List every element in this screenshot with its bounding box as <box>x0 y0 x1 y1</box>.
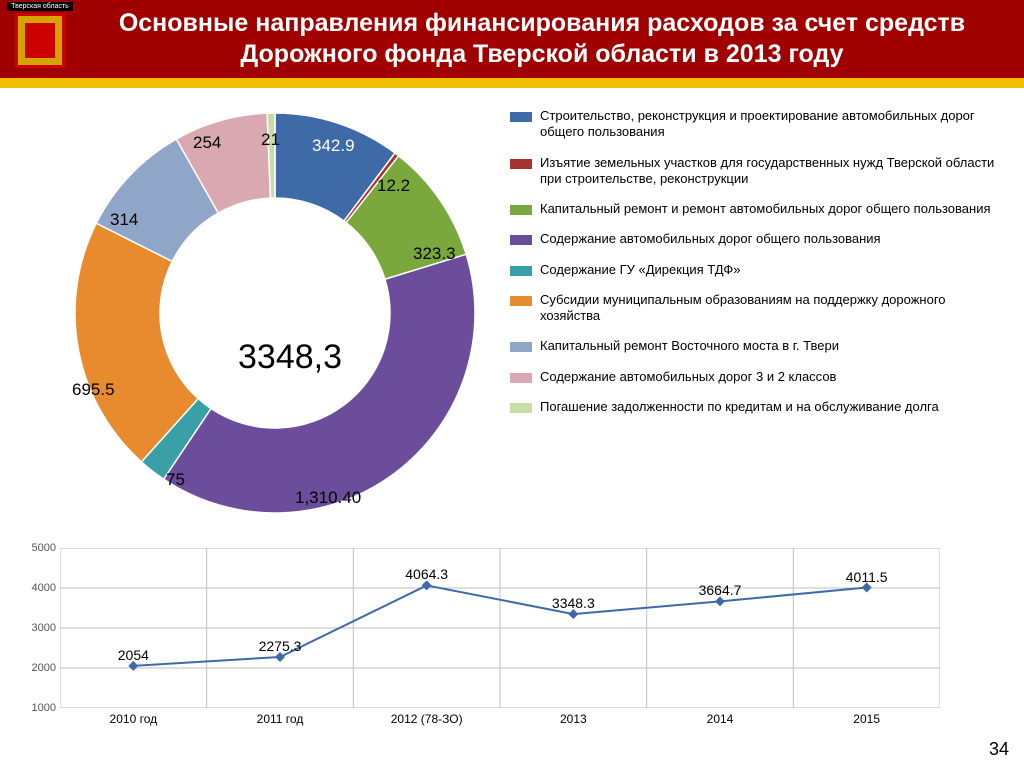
x-tick-label: 2014 <box>707 708 734 726</box>
legend-item: Субсидии муниципальным образованиям на п… <box>510 292 1004 325</box>
legend-text: Содержание автомобильных дорог 3 и 2 кла… <box>540 369 836 385</box>
crest-label: Тверская область <box>7 2 73 11</box>
point-label: 2275.3 <box>259 638 302 654</box>
y-tick-label: 5000 <box>32 542 60 554</box>
donut-svg <box>20 98 500 528</box>
legend-swatch <box>510 266 532 276</box>
legend-text: Субсидии муниципальным образованиям на п… <box>540 292 1004 325</box>
y-tick-label: 3000 <box>32 622 60 634</box>
point-label: 3664.7 <box>699 582 742 598</box>
region-crest: Тверская область <box>0 0 80 78</box>
legend: Строительство, реконструкция и проектиро… <box>500 98 1004 528</box>
donut-slice-label: 12.2 <box>377 176 410 196</box>
legend-swatch <box>510 205 532 215</box>
page-title: Основные направления финансирования расх… <box>80 8 1024 71</box>
y-tick-label: 1000 <box>32 702 60 714</box>
donut-slice <box>164 254 475 513</box>
legend-text: Изъятие земельных участков для государст… <box>540 155 1004 188</box>
x-tick-label: 2015 <box>853 708 880 726</box>
crest-icon <box>15 13 65 68</box>
legend-item: Капитальный ремонт и ремонт автомобильны… <box>510 201 1004 217</box>
donut-slice-label: 323.3 <box>413 244 456 264</box>
legend-item: Содержание автомобильных дорог 3 и 2 кла… <box>510 369 1004 385</box>
legend-item: Изъятие земельных участков для государст… <box>510 155 1004 188</box>
donut-slice-label: 254 <box>193 133 221 153</box>
legend-swatch <box>510 235 532 245</box>
point-label: 4064.3 <box>405 566 448 582</box>
legend-text: Капитальный ремонт и ремонт автомобильны… <box>540 201 991 217</box>
legend-swatch <box>510 373 532 383</box>
donut-slice-label: 314 <box>110 210 138 230</box>
donut-slice-label: 342.9 <box>312 136 355 156</box>
legend-item: Содержание ГУ «Дирекция ТДФ» <box>510 262 1004 278</box>
legend-text: Содержание автомобильных дорог общего по… <box>540 231 881 247</box>
y-tick-label: 2000 <box>32 662 60 674</box>
donut-slice-label: 75 <box>166 470 185 490</box>
legend-swatch <box>510 403 532 413</box>
donut-slice-label: 695.5 <box>72 380 115 400</box>
x-tick-label: 2010 год <box>110 708 158 726</box>
x-tick-label: 2013 <box>560 708 587 726</box>
donut-slice-label: 21 <box>261 130 280 150</box>
point-label: 3348.3 <box>552 595 595 611</box>
legend-text: Содержание ГУ «Дирекция ТДФ» <box>540 262 740 278</box>
y-tick-label: 4000 <box>32 582 60 594</box>
legend-item: Погашение задолженности по кредитам и на… <box>510 399 1004 415</box>
legend-item: Строительство, реконструкция и проектиро… <box>510 108 1004 141</box>
x-tick-label: 2012 (78-ЗО) <box>391 708 463 726</box>
legend-item: Содержание автомобильных дорог общего по… <box>510 231 1004 247</box>
legend-text: Строительство, реконструкция и проектиро… <box>540 108 1004 141</box>
x-tick-label: 2011 год <box>257 708 304 726</box>
line-svg <box>60 548 940 708</box>
legend-swatch <box>510 342 532 352</box>
legend-text: Погашение задолженности по кредитам и на… <box>540 399 939 415</box>
donut-chart: 3348,3 342.9 12.2 323.3 1,310.40 75 695.5 314 2… <box>20 98 500 528</box>
header-bar: Тверская область Основные направления фи… <box>0 0 1024 78</box>
legend-swatch <box>510 159 532 169</box>
point-label: 4011.5 <box>846 568 888 584</box>
line-chart: 100020003000400050002010 год2011 год2012… <box>20 548 980 738</box>
header-accent-bar <box>0 78 1024 88</box>
legend-item: Капитальный ремонт Восточного моста в г.… <box>510 338 1004 354</box>
donut-center-total: 3348,3 <box>190 338 390 377</box>
page-number: 34 <box>989 739 1009 760</box>
legend-swatch <box>510 112 532 122</box>
point-label: 2054 <box>118 647 149 663</box>
donut-slice-label: 1,310.40 <box>295 488 361 508</box>
legend-swatch <box>510 296 532 306</box>
legend-text: Капитальный ремонт Восточного моста в г.… <box>540 338 839 354</box>
